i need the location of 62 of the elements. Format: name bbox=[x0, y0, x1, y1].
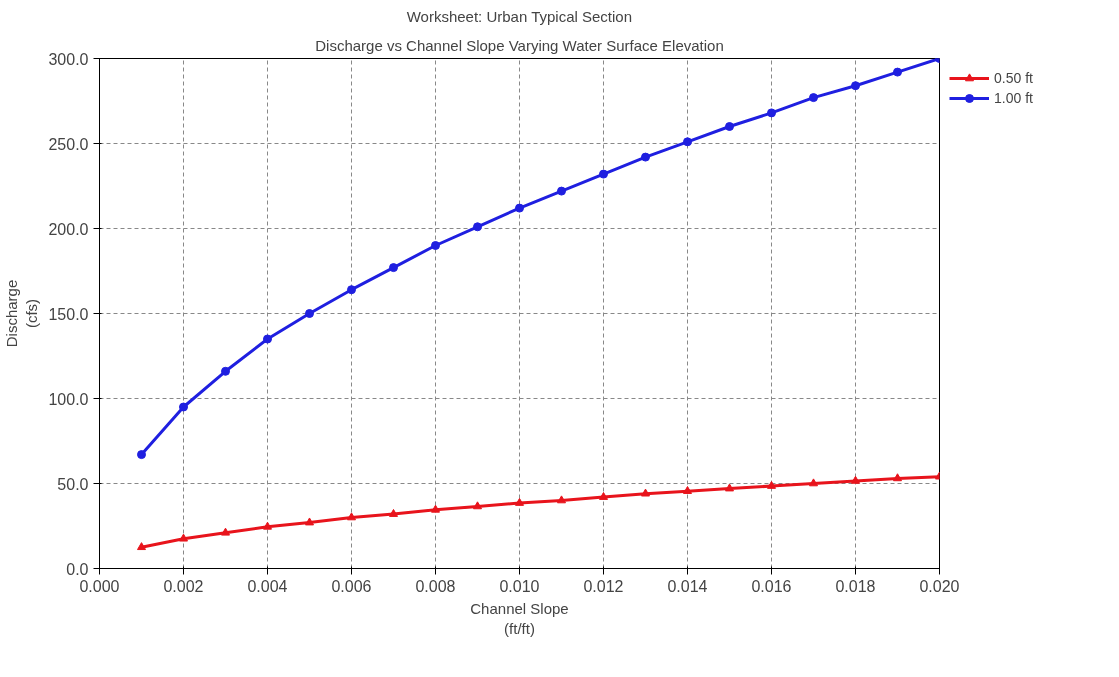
point bbox=[347, 512, 356, 521]
point bbox=[179, 533, 188, 542]
point bbox=[137, 542, 146, 551]
point bbox=[851, 81, 860, 91]
x-tick-label: 0.006 bbox=[331, 577, 372, 595]
point bbox=[641, 152, 650, 162]
y-tick-label: 0.0 bbox=[66, 560, 89, 578]
point bbox=[263, 521, 272, 530]
point bbox=[347, 285, 356, 295]
y-tick-label: 100.0 bbox=[48, 390, 89, 408]
point bbox=[473, 501, 482, 510]
y-tick-label: 300.0 bbox=[48, 50, 89, 68]
point bbox=[599, 491, 608, 500]
chart-title: Worksheet: Urban Typical Section bbox=[406, 7, 633, 25]
x-tick-label: 0.002 bbox=[163, 577, 204, 595]
x-tick-label: 0.010 bbox=[499, 577, 540, 595]
x-tick-label: 0.014 bbox=[667, 577, 708, 595]
point bbox=[221, 527, 230, 536]
point bbox=[851, 475, 860, 484]
point bbox=[137, 450, 146, 460]
legend-label: 1.00 ft bbox=[994, 90, 1033, 106]
point bbox=[809, 478, 818, 487]
point bbox=[725, 122, 734, 131]
point bbox=[305, 517, 314, 526]
x-tick-label: 0.020 bbox=[919, 577, 960, 595]
point bbox=[641, 488, 650, 497]
chart-subtitle: Discharge vs Channel Slope Varying Water Surface Elevation bbox=[315, 36, 724, 54]
y-tick-label: 250.0 bbox=[48, 135, 89, 153]
point bbox=[221, 366, 230, 376]
x-tick-label: 0.008 bbox=[415, 577, 456, 595]
point bbox=[893, 473, 902, 482]
x-tick-label: 0.000 bbox=[79, 577, 120, 595]
point bbox=[599, 169, 608, 179]
point bbox=[557, 495, 566, 504]
point bbox=[179, 402, 188, 412]
point bbox=[515, 203, 524, 213]
x-tick-label: 0.018 bbox=[835, 577, 876, 595]
point bbox=[473, 222, 482, 232]
point bbox=[767, 480, 776, 489]
y-tick-label: 150.0 bbox=[48, 305, 89, 323]
x-axis-title: Channel Slope (ft/ft) bbox=[470, 599, 569, 637]
point bbox=[557, 186, 566, 196]
point bbox=[431, 241, 440, 250]
point bbox=[809, 93, 818, 103]
x-tick-label: 0.012 bbox=[583, 577, 624, 595]
y-tick-label: 50.0 bbox=[57, 475, 89, 493]
x-tick-label: 0.004 bbox=[247, 577, 288, 595]
point bbox=[893, 67, 902, 77]
y-tick-label: 200.0 bbox=[48, 220, 89, 238]
point bbox=[431, 504, 440, 513]
point bbox=[389, 508, 398, 517]
legend-label: 0.50 ft bbox=[994, 70, 1033, 86]
point bbox=[515, 497, 524, 506]
point bbox=[683, 486, 692, 494]
point bbox=[389, 263, 398, 273]
y-axis-title: Discharge (cfs) bbox=[3, 279, 41, 348]
x-tick-label: 0.016 bbox=[751, 577, 792, 595]
point bbox=[725, 483, 734, 492]
point bbox=[683, 137, 692, 147]
point bbox=[263, 334, 272, 344]
point bbox=[305, 309, 314, 318]
point bbox=[767, 108, 776, 118]
